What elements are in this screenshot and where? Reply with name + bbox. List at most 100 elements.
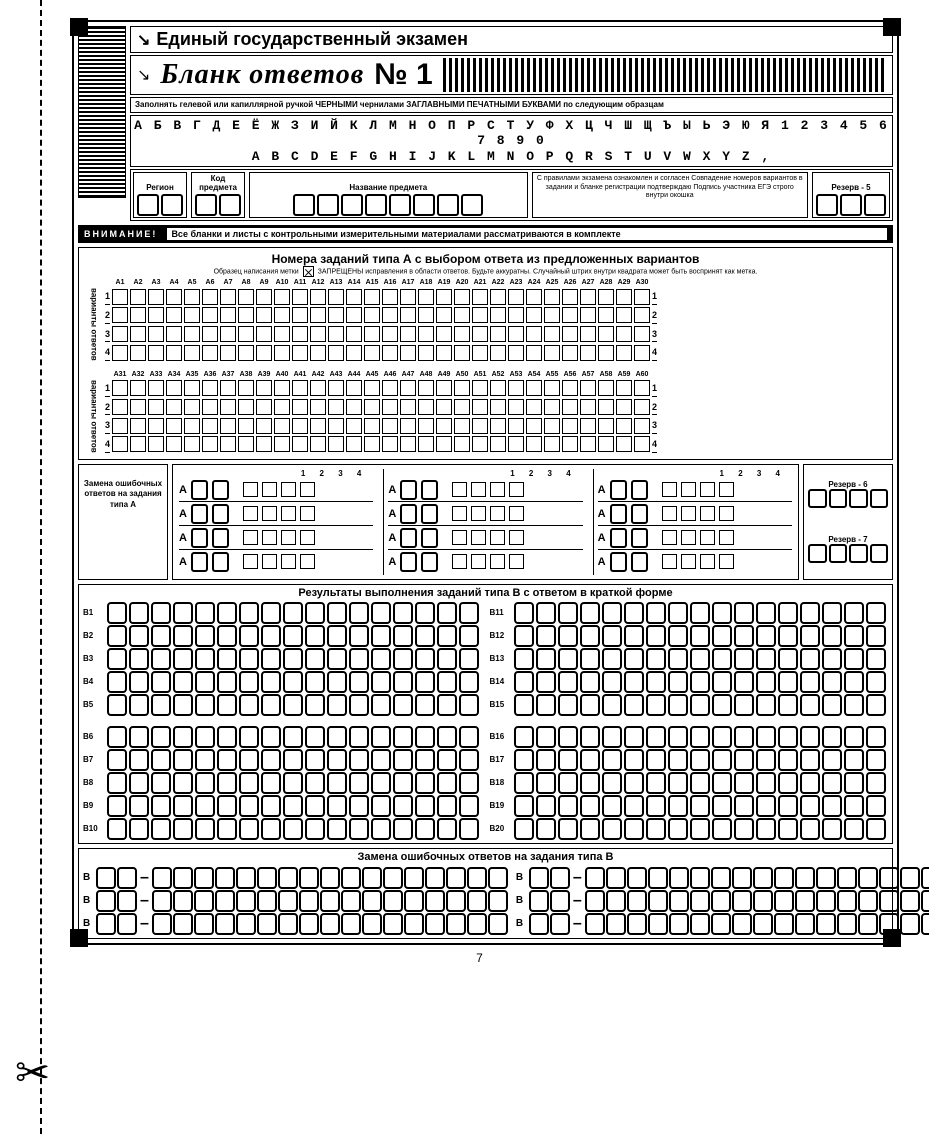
answer-cell[interactable]: [129, 671, 149, 693]
answer-cell[interactable]: [536, 625, 556, 647]
answer-cell[interactable]: [734, 772, 754, 794]
task-number-box[interactable]: [529, 913, 549, 935]
answer-checkbox[interactable]: [166, 326, 182, 342]
answer-cell[interactable]: [215, 913, 235, 935]
answer-cell[interactable]: [415, 648, 435, 670]
answer-cell[interactable]: [217, 602, 237, 624]
answer-cell[interactable]: [646, 726, 666, 748]
task-number-box[interactable]: [212, 552, 229, 572]
answer-checkbox[interactable]: [166, 418, 182, 434]
answer-cell[interactable]: [778, 726, 798, 748]
input-box[interactable]: [437, 194, 459, 216]
task-number-box[interactable]: [212, 480, 229, 500]
answer-cell[interactable]: [173, 772, 193, 794]
answer-checkbox[interactable]: [184, 399, 200, 415]
answer-checkbox[interactable]: [719, 554, 734, 569]
answer-checkbox[interactable]: [616, 418, 632, 434]
answer-cell[interactable]: [349, 648, 369, 670]
answer-cell[interactable]: [602, 818, 622, 840]
answer-checkbox[interactable]: [508, 289, 524, 305]
answer-cell[interactable]: [668, 749, 688, 771]
answer-cell[interactable]: [585, 890, 605, 912]
answer-cell[interactable]: [261, 795, 281, 817]
answer-checkbox[interactable]: [328, 418, 344, 434]
answer-cell[interactable]: [283, 772, 303, 794]
input-box[interactable]: [870, 489, 889, 508]
answer-cell[interactable]: [107, 694, 127, 716]
answer-checkbox[interactable]: [166, 307, 182, 323]
answer-cell[interactable]: [195, 602, 215, 624]
answer-checkbox[interactable]: [452, 530, 467, 545]
answer-checkbox[interactable]: [262, 530, 277, 545]
answer-checkbox[interactable]: [256, 289, 272, 305]
answer-checkbox[interactable]: [452, 554, 467, 569]
answer-checkbox[interactable]: [328, 345, 344, 361]
answer-checkbox[interactable]: [562, 307, 578, 323]
answer-cell[interactable]: [283, 694, 303, 716]
answer-checkbox[interactable]: [112, 345, 128, 361]
answer-checkbox[interactable]: [130, 345, 146, 361]
answer-cell[interactable]: [712, 726, 732, 748]
answer-cell[interactable]: [467, 867, 487, 889]
answer-cell[interactable]: [425, 913, 445, 935]
answer-checkbox[interactable]: [400, 399, 416, 415]
answer-checkbox[interactable]: [454, 418, 470, 434]
answer-cell[interactable]: [646, 795, 666, 817]
answer-checkbox[interactable]: [490, 307, 506, 323]
answer-checkbox[interactable]: [662, 530, 677, 545]
answer-checkbox[interactable]: [681, 530, 696, 545]
answer-cell[interactable]: [648, 867, 668, 889]
answer-checkbox[interactable]: [184, 326, 200, 342]
answer-cell[interactable]: [669, 890, 689, 912]
answer-checkbox[interactable]: [400, 326, 416, 342]
answer-cell[interactable]: [627, 890, 647, 912]
answer-cell[interactable]: [558, 625, 578, 647]
answer-checkbox[interactable]: [202, 436, 218, 452]
answer-cell[interactable]: [602, 795, 622, 817]
answer-cell[interactable]: [195, 694, 215, 716]
answer-checkbox[interactable]: [256, 418, 272, 434]
answer-checkbox[interactable]: [662, 482, 677, 497]
answer-cell[interactable]: [866, 772, 886, 794]
answer-cell[interactable]: [195, 625, 215, 647]
answer-checkbox[interactable]: [292, 380, 308, 396]
answer-cell[interactable]: [393, 671, 413, 693]
answer-cell[interactable]: [690, 648, 710, 670]
answer-cell[interactable]: [107, 602, 127, 624]
answer-cell[interactable]: [299, 890, 319, 912]
answer-cell[interactable]: [404, 913, 424, 935]
answer-checkbox[interactable]: [490, 506, 505, 521]
answer-checkbox[interactable]: [508, 436, 524, 452]
answer-checkbox[interactable]: [243, 530, 258, 545]
answer-cell[interactable]: [580, 818, 600, 840]
answer-cell[interactable]: [383, 913, 403, 935]
answer-checkbox[interactable]: [400, 418, 416, 434]
answer-cell[interactable]: [327, 749, 347, 771]
answer-checkbox[interactable]: [220, 307, 236, 323]
answer-cell[interactable]: [536, 602, 556, 624]
answer-cell[interactable]: [756, 818, 776, 840]
answer-checkbox[interactable]: [562, 289, 578, 305]
answer-cell[interactable]: [459, 648, 479, 670]
input-box[interactable]: [849, 544, 868, 563]
answer-cell[interactable]: [261, 671, 281, 693]
answer-cell[interactable]: [305, 625, 325, 647]
task-number-box[interactable]: [96, 867, 116, 889]
answer-cell[interactable]: [173, 726, 193, 748]
answer-cell[interactable]: [879, 867, 899, 889]
answer-checkbox[interactable]: [400, 436, 416, 452]
answer-cell[interactable]: [646, 648, 666, 670]
answer-checkbox[interactable]: [472, 380, 488, 396]
answer-checkbox[interactable]: [364, 399, 380, 415]
answer-cell[interactable]: [173, 648, 193, 670]
answer-checkbox[interactable]: [148, 380, 164, 396]
answer-checkbox[interactable]: [300, 530, 315, 545]
answer-cell[interactable]: [151, 726, 171, 748]
answer-cell[interactable]: [580, 602, 600, 624]
answer-cell[interactable]: [753, 913, 773, 935]
answer-checkbox[interactable]: [719, 482, 734, 497]
answer-checkbox[interactable]: [509, 530, 524, 545]
answer-checkbox[interactable]: [700, 506, 715, 521]
answer-cell[interactable]: [459, 602, 479, 624]
answer-cell[interactable]: [327, 602, 347, 624]
